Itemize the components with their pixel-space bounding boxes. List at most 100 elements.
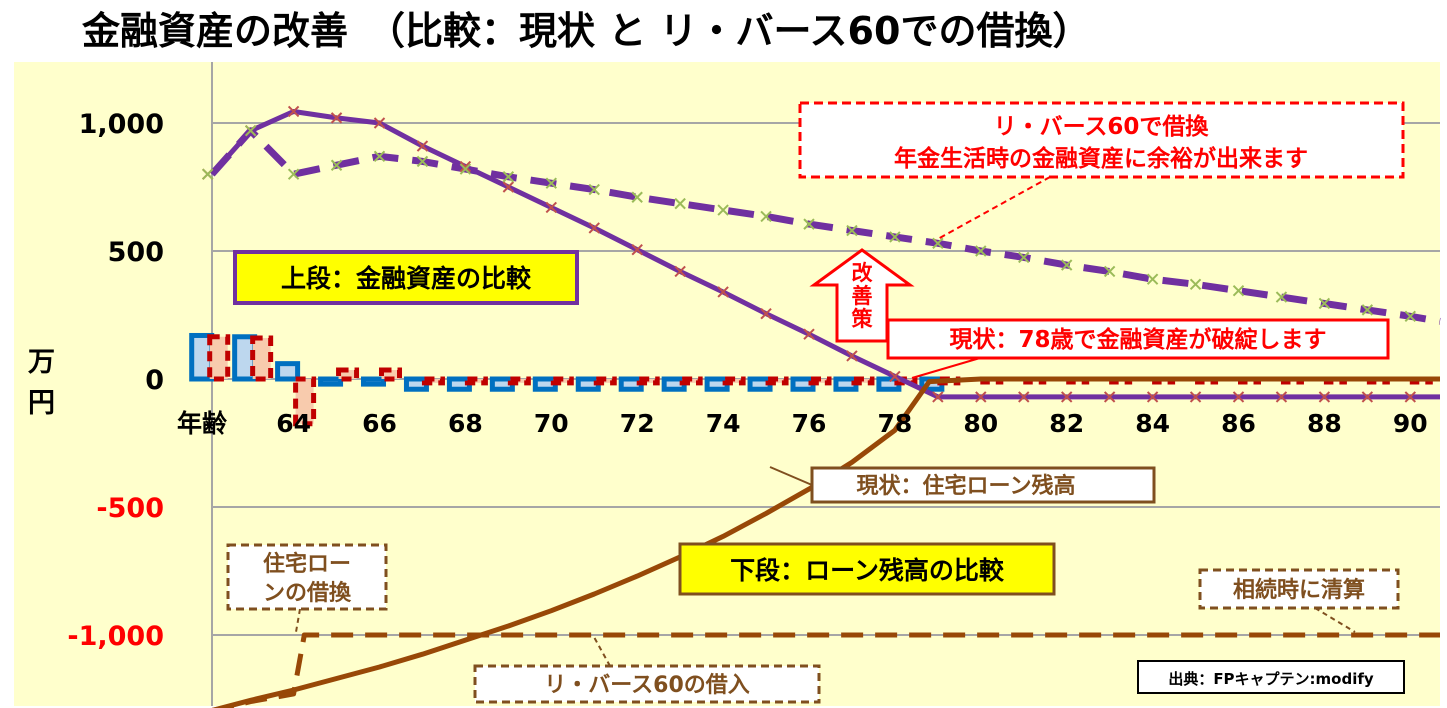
settlement-box-leader [1314, 607, 1356, 633]
refinance-box [226, 543, 388, 611]
marker-reverse60 [373, 150, 386, 162]
bar-reverse60 [808, 376, 832, 386]
loan-callout-box [810, 466, 1156, 504]
bar-reverse60 [722, 376, 746, 386]
bar-reverse60 [464, 376, 488, 386]
marker-reverse60 [975, 245, 987, 257]
marker-reverse60 [1275, 291, 1288, 303]
x-tick-label: 88 [1307, 409, 1342, 438]
marker-reverse60 [631, 191, 643, 203]
bar-reverse60 [207, 334, 231, 382]
marker-status-quo [1146, 391, 1159, 403]
marker-status-quo [1275, 391, 1288, 403]
x-tick-label: 82 [1049, 409, 1084, 438]
bar-reverse60 [293, 376, 317, 427]
reverse-callout-line2: 年金生活時の金融資産に余裕が出来ます [894, 145, 1308, 172]
x-tick-label: 74 [706, 409, 741, 438]
x-tick-label: 76 [792, 409, 827, 438]
bar-status-quo [361, 376, 387, 387]
marker-reverse60 [1103, 265, 1116, 278]
marker-reverse60 [416, 155, 429, 168]
marker-status-quo [545, 201, 558, 214]
x-tick-label: 72 [620, 409, 655, 438]
marker-status-quo [717, 286, 729, 298]
x-tick-label: 66 [362, 409, 397, 438]
x-axis-label: 年齢 [177, 409, 227, 438]
marker-status-quo [760, 308, 772, 320]
marker-status-quo [1232, 391, 1245, 403]
improvement-arrow-label: 策 [852, 307, 874, 331]
x-tick-label: 80 [963, 409, 998, 438]
marker-reverse60 [889, 231, 901, 243]
marker-reverse60 [201, 168, 214, 180]
marker-reverse60 [1189, 278, 1202, 290]
marker-status-quo [803, 328, 815, 340]
line-series-0 [210, 109, 1440, 400]
upper-box [233, 250, 579, 305]
marker-status-quo [459, 160, 472, 173]
marker-reverse60 [932, 237, 944, 250]
marker-reverse60 [502, 171, 515, 183]
marker-reverse60 [1361, 304, 1374, 316]
marker-reverse60 [1232, 284, 1245, 297]
bar-reverse60 [636, 376, 660, 386]
marker-reverse60 [588, 183, 600, 196]
loan-callout-label: 現状：住宅ローン残高 [857, 473, 1076, 499]
marker-reverse60 [545, 177, 558, 189]
settlement-box-label: 相続時に清算 [1233, 577, 1365, 603]
bar-reverse60 [507, 376, 531, 386]
y-axis-label: 円 [28, 388, 55, 419]
reverse-callout-leader [935, 176, 1051, 241]
marker-status-quo [330, 112, 343, 124]
lower-box [678, 542, 1056, 596]
marker-status-quo [975, 391, 987, 403]
lower-box-label: 下段：ローン残高の比較 [730, 556, 1005, 585]
marker-reverse60 [760, 210, 772, 223]
status-quo-callout-box [886, 318, 1390, 360]
reverse-callout-box [798, 101, 1405, 179]
y-tick-label: 0 [145, 365, 164, 396]
marker-reverse60 [674, 197, 686, 210]
source-credit: 出典：FPキャプテン:modify [1137, 660, 1405, 694]
marker-reverse60 [846, 224, 858, 237]
y-tick-label: -500 [96, 493, 164, 524]
line-series-1 [209, 127, 1441, 325]
marker-reverse60 [1404, 310, 1417, 322]
marker-reverse60 [459, 163, 472, 175]
refinance-box-line1: 住宅ロー [263, 551, 351, 577]
x-tick-label: 68 [448, 409, 483, 438]
marker-reverse60 [1318, 297, 1331, 310]
line-series-3 [211, 632, 1440, 708]
borrow-box-label: リ・バース60の借入 [544, 673, 750, 698]
x-tick-label: 78 [878, 409, 913, 438]
x-tick-label: 84 [1135, 409, 1170, 438]
settlement-box [1198, 568, 1400, 610]
marker-status-quo [1404, 391, 1417, 403]
bar-reverse60 [851, 376, 875, 386]
refinance-box-leader [295, 608, 301, 633]
marker-group [201, 105, 1417, 403]
improvement-arrow-label: 改 [852, 261, 874, 285]
borrow-box-leader [593, 636, 611, 667]
marker-status-quo [287, 105, 300, 118]
x-tick-label: 70 [534, 409, 569, 438]
improvement-arrow [809, 248, 915, 343]
marker-status-quo [1060, 391, 1073, 403]
bar-reverse60 [679, 376, 703, 386]
marker-status-quo [1103, 391, 1116, 403]
marker-status-quo [1318, 391, 1331, 403]
bar-status-quo [275, 361, 301, 382]
marker-reverse60 [330, 159, 343, 171]
status-quo-callout-label: 現状：78歳で金融資産が破綻します [949, 326, 1326, 353]
line-series-2 [211, 376, 1440, 708]
marker-status-quo [502, 181, 515, 193]
x-tick-label: 90 [1393, 409, 1428, 438]
bar-reverse60 [421, 376, 445, 386]
y-axis-label: 万 [28, 347, 55, 378]
marker-status-quo [1361, 391, 1374, 403]
borrow-box [473, 664, 821, 704]
marker-status-quo [674, 265, 686, 278]
status-quo-callout-leader [911, 357, 981, 379]
